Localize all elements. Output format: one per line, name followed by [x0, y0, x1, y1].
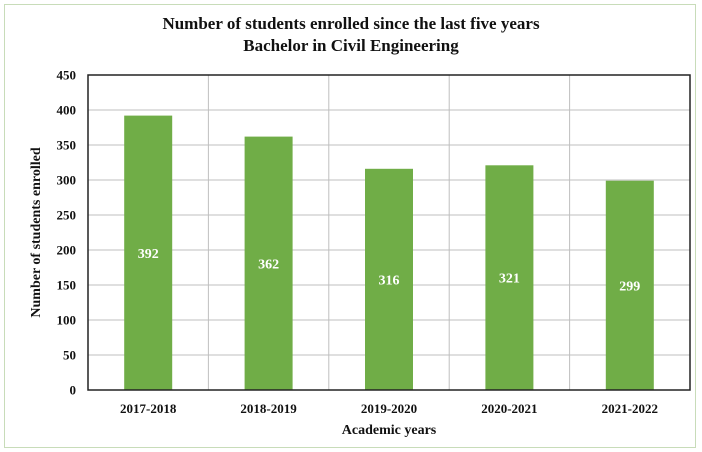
y-tick-label: 300: [57, 173, 77, 188]
y-tick-label: 200: [57, 243, 77, 258]
plot-area-border: [87, 74, 691, 391]
bar-value-label: 316: [379, 273, 400, 288]
bar-value-label: 362: [258, 257, 279, 272]
x-tick-label: 2021-2022: [602, 401, 658, 416]
chart-subtitle: Bachelor in Civil Engineering: [243, 36, 459, 55]
tick-labels: 0 50 100 150 200 250 300 350 400 450 2017-2018 2018…: [57, 68, 658, 417]
y-tick-label: 450: [57, 68, 77, 83]
bar: [485, 165, 534, 390]
bar: [605, 180, 654, 390]
data-labels: 392 362 316 321 299: [138, 247, 641, 295]
y-tick-label: 100: [57, 313, 77, 328]
bar: [365, 168, 413, 390]
y-tick-label: 0: [70, 383, 77, 398]
y-tick-label: 150: [57, 278, 77, 293]
y-tick-label: 250: [57, 208, 77, 223]
x-axis-label: Academic years: [342, 423, 437, 438]
chart-title: Number of students enrolled since the la…: [162, 14, 540, 33]
y-tick-label: 350: [57, 138, 77, 153]
y-tick-label: 400: [57, 103, 77, 118]
bar-value-label: 299: [619, 279, 640, 294]
bar: [244, 136, 293, 390]
x-tick-label: 2020-2021: [481, 401, 537, 416]
y-tick-label: 50: [63, 348, 76, 363]
y-axis-label: Number of students enrolled: [29, 147, 44, 317]
bar-value-label: 392: [138, 247, 159, 262]
x-tick-label: 2019-2020: [361, 401, 417, 416]
bars: [124, 115, 654, 390]
bar: [124, 115, 173, 390]
chart-frame: [4, 4, 696, 448]
x-tick-label: 2018-2019: [240, 401, 297, 416]
x-tick-label: 2017-2018: [120, 401, 177, 416]
bar-value-label: 321: [499, 272, 520, 287]
